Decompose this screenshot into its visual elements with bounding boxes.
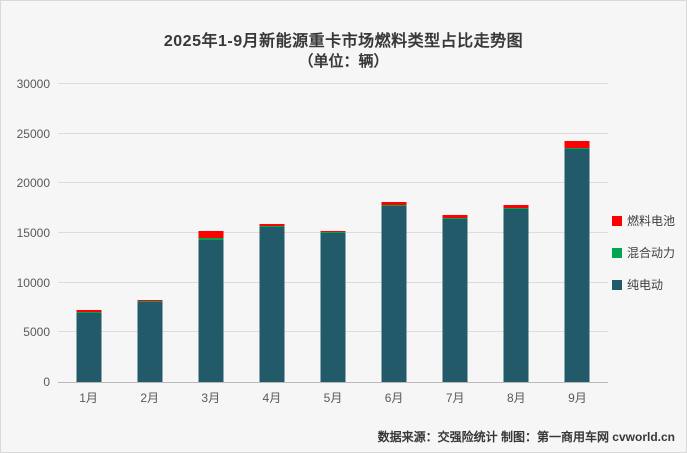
- bar-segment-pure-electric: [76, 313, 102, 382]
- x-tick-label: 5月: [323, 391, 343, 405]
- bar-stack-1月: [76, 310, 102, 382]
- gridline-25000: [58, 132, 608, 134]
- bar-segment-fuel-cell: [259, 223, 285, 226]
- legend-item-hybrid: 混合动力: [612, 244, 675, 261]
- bar-slot-1月: [58, 84, 119, 382]
- bar-segment-hybrid: [320, 232, 346, 233]
- y-tick-label: 25000: [16, 126, 50, 141]
- bar-segment-pure-electric: [137, 302, 163, 382]
- x-tick-label: 7月: [445, 391, 465, 405]
- x-axis: 1月 2月 3月 4月 5月 6月 7月 8月 9月: [58, 389, 608, 406]
- plot-area: [58, 83, 608, 383]
- gridline-30000: [58, 83, 608, 84]
- legend-label: 纯电动: [627, 278, 664, 292]
- bar-segment-pure-electric: [442, 218, 468, 382]
- bar-segment-fuel-cell: [442, 214, 468, 218]
- bar-segment-pure-electric: [259, 227, 285, 382]
- bar-stack-3月: [198, 231, 224, 382]
- legend: 燃料电池混合动力纯电动: [612, 212, 675, 293]
- legend-item-pure-electric: 纯电动: [612, 276, 675, 293]
- bar-stack-4月: [259, 223, 285, 382]
- bar-slot-4月: [241, 84, 302, 382]
- x-tick-label: 1月: [79, 391, 98, 405]
- bar-segment-fuel-cell: [320, 230, 346, 232]
- bar-slot-9月: [547, 84, 608, 382]
- footer-credit: 数据来源：交强险统计 制图：第一商用车网 cvworld.cn: [377, 430, 675, 444]
- bar-slot-8月: [486, 84, 547, 382]
- legend-swatch-fuel-cell: [612, 215, 622, 226]
- legend-item-fuel-cell: 燃料电池: [612, 212, 675, 229]
- bar-segment-hybrid: [381, 205, 407, 207]
- legend-swatch-pure-electric: [612, 279, 622, 290]
- bar-stack-6月: [381, 202, 407, 382]
- bar-slot-3月: [180, 84, 241, 382]
- bar-segment-hybrid: [76, 312, 102, 314]
- bar-segment-fuel-cell: [137, 299, 163, 302]
- x-tick-label: 8月: [506, 391, 526, 405]
- bar-segment-hybrid: [137, 301, 163, 303]
- bar-stack-5月: [320, 230, 346, 382]
- legend-label: 燃料电池: [627, 214, 676, 228]
- y-tick-label: 5000: [23, 325, 50, 340]
- bar-segment-fuel-cell: [503, 204, 529, 208]
- x-tick-label: 6月: [384, 391, 404, 405]
- bar-stack-7月: [442, 214, 468, 382]
- legend-label: 混合动力: [627, 246, 676, 260]
- bar-segment-hybrid: [442, 217, 468, 219]
- y-tick-label: 15000: [16, 226, 50, 240]
- bar-segment-pure-electric: [198, 239, 224, 382]
- x-tick-label: 9月: [568, 391, 587, 405]
- bar-segment-fuel-cell: [381, 202, 407, 206]
- bar-segment-hybrid: [503, 207, 529, 210]
- x-tick-label: 4月: [262, 391, 282, 405]
- bar-stack-8月: [503, 204, 529, 382]
- chart-subtitle: （单位：辆）: [298, 53, 389, 70]
- bar-slot-6月: [364, 84, 425, 382]
- chart-title: 2025年1-9月新能源重卡市场燃料类型占比走势图: [163, 33, 524, 50]
- gridline-20000: [58, 182, 608, 184]
- bar-segment-hybrid: [259, 225, 285, 228]
- bar-stack-2月: [137, 299, 163, 382]
- bar-segment-fuel-cell: [198, 231, 224, 239]
- x-tick-label: 2月: [140, 391, 159, 405]
- bar-segment-pure-electric: [564, 148, 590, 382]
- bar-segment-pure-electric: [381, 206, 407, 382]
- x-tick-label: 3月: [201, 391, 221, 405]
- bar-segment-fuel-cell: [76, 310, 102, 313]
- bars-layer: [58, 84, 608, 382]
- y-tick-label: 20000: [16, 176, 50, 191]
- bar-slot-5月: [302, 84, 363, 382]
- y-tick-label: 10000: [16, 275, 50, 290]
- bar-slot-7月: [425, 84, 486, 382]
- bar-segment-fuel-cell: [564, 141, 590, 148]
- bar-stack-9月: [564, 141, 590, 382]
- legend-swatch-hybrid: [612, 247, 622, 258]
- bar-segment-pure-electric: [503, 209, 529, 382]
- y-tick-label: 0: [43, 375, 50, 389]
- bar-segment-pure-electric: [320, 233, 346, 382]
- bar-segment-hybrid: [564, 147, 590, 149]
- bar-segment-hybrid: [198, 238, 224, 240]
- y-tick-label: 30000: [16, 77, 50, 91]
- bar-slot-2月: [119, 84, 180, 382]
